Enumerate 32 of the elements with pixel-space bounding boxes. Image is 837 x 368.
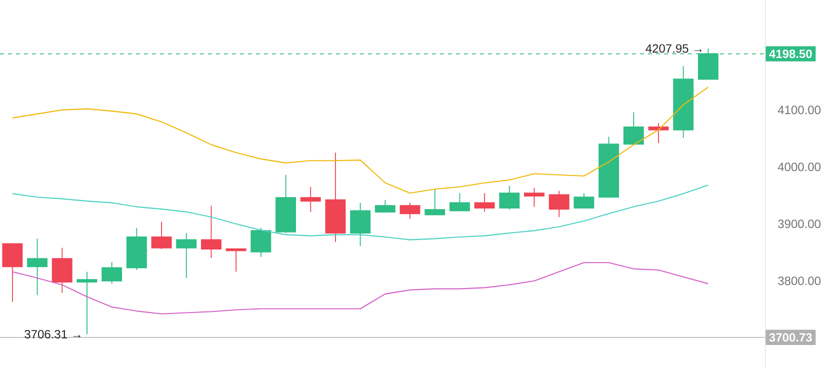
annotation: 3706.31 → bbox=[24, 330, 80, 338]
candlestick bbox=[176, 232, 197, 278]
candlestick bbox=[400, 202, 420, 220]
candlestick bbox=[76, 271, 98, 335]
ref-line-label: 3700.73 bbox=[769, 333, 812, 342]
y-tick-label: 4100.00 bbox=[778, 106, 821, 114]
candlestick bbox=[200, 205, 222, 259]
candlestick bbox=[151, 221, 172, 250]
candlestick bbox=[102, 262, 122, 284]
candlestick bbox=[424, 188, 446, 216]
candlestick bbox=[499, 185, 520, 210]
candlestick bbox=[623, 112, 644, 145]
candlestick bbox=[250, 227, 272, 258]
candlestick bbox=[27, 238, 48, 296]
candlestick bbox=[648, 122, 669, 144]
candlestick bbox=[548, 190, 570, 218]
candlestick bbox=[449, 192, 470, 212]
y-tick-label: 4000.00 bbox=[778, 162, 821, 172]
candlestick bbox=[226, 248, 246, 272]
ref-line-label: 4198.50 bbox=[769, 50, 812, 58]
annotation: 4207.95 → bbox=[646, 44, 702, 53]
y-tick-label: 3800.00 bbox=[778, 276, 821, 286]
line-series bbox=[12, 86, 709, 194]
candlestick bbox=[52, 247, 72, 294]
candlestick bbox=[524, 188, 544, 208]
candlestick bbox=[474, 192, 495, 212]
candlestick bbox=[350, 202, 371, 247]
candlestick bbox=[2, 243, 23, 302]
candlestick bbox=[574, 192, 594, 208]
candlestick bbox=[300, 186, 321, 212]
y-tick-label: 3900.00 bbox=[778, 220, 821, 228]
candlestick bbox=[374, 199, 396, 212]
